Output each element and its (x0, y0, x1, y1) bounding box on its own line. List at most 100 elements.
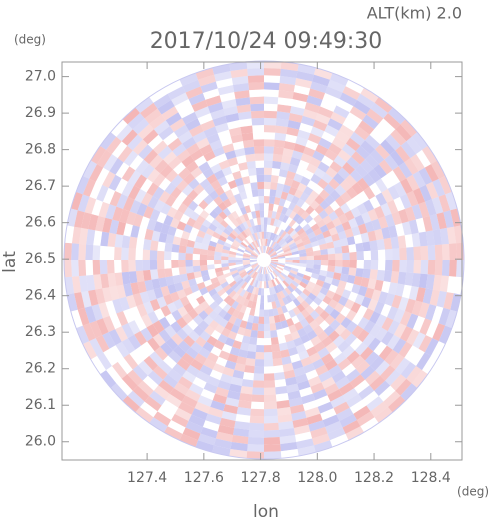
echo-cell (132, 365, 148, 381)
echo-cell (254, 265, 260, 272)
echo-cell (208, 223, 218, 232)
echo-cell (287, 239, 295, 246)
echo-cell (373, 164, 387, 179)
echo-cell (147, 168, 160, 183)
echo-cell (310, 81, 328, 93)
echo-cell (215, 271, 224, 277)
echo-cell (224, 360, 237, 370)
echo-cell (160, 342, 174, 356)
echo-cell (305, 247, 314, 253)
echo-cell (250, 330, 258, 338)
echo-cell (194, 106, 211, 119)
echo-cell (166, 302, 178, 314)
echo-cell (230, 245, 239, 251)
echo-cell (251, 211, 257, 219)
echo-cell (187, 189, 199, 201)
echo-cell (100, 132, 117, 150)
echo-cell (312, 268, 321, 275)
echo-cell (320, 260, 329, 266)
echo-cell (76, 175, 90, 195)
echo-cell (233, 285, 241, 293)
echo-cell (356, 203, 368, 215)
echo-cell (391, 211, 402, 226)
echo-cell (377, 249, 386, 260)
echo-cell (242, 213, 250, 222)
echo-cell (235, 255, 243, 259)
echo-cell (221, 182, 231, 193)
echo-cell (198, 189, 209, 200)
echo-cell (121, 247, 129, 260)
echo-cell (254, 225, 259, 233)
echo-cell (142, 375, 159, 391)
echo-cell (214, 284, 223, 293)
echo-cell (254, 203, 260, 211)
echo-cell (273, 293, 279, 302)
echo-cell (181, 324, 194, 336)
echo-cell (339, 273, 349, 283)
echo-cell (109, 158, 124, 175)
echo-cell (70, 191, 83, 211)
echo-cell (286, 340, 296, 350)
echo-cell (151, 278, 161, 290)
echo-cell (268, 265, 275, 271)
echo-cell (251, 189, 259, 197)
echo-cell (198, 199, 209, 210)
echo-cell (247, 269, 254, 276)
echo-cell (355, 145, 371, 160)
echo-cell (285, 134, 298, 144)
echo-cell (271, 168, 281, 176)
echo-cell (241, 230, 248, 239)
echo-cell (82, 178, 96, 197)
echo-cell (277, 97, 293, 106)
echo-cell (239, 320, 248, 329)
echo-cell (255, 352, 264, 360)
echo-cell (193, 325, 205, 337)
echo-cell (398, 209, 409, 224)
echo-cell (247, 437, 264, 445)
echo-cell (90, 355, 106, 375)
echo-cell (363, 260, 372, 270)
echo-cell (342, 118, 359, 132)
echo-cell (271, 233, 277, 241)
echo-cell (249, 293, 255, 302)
echo-cell (360, 140, 376, 155)
echo-cell (249, 308, 256, 316)
echo-cell (341, 143, 356, 157)
echo-cell (232, 340, 242, 350)
echo-cell (325, 421, 343, 434)
echo-cell (248, 285, 255, 294)
echo-cell (292, 256, 300, 260)
echo-cell (293, 173, 304, 183)
echo-cell (331, 370, 346, 384)
echo-cell (291, 150, 304, 160)
echo-cell (339, 413, 357, 428)
echo-cell (410, 348, 425, 366)
echo-cell (278, 260, 286, 262)
echo-cell (393, 181, 407, 197)
echo-cell (235, 208, 243, 217)
echo-cell (137, 226, 147, 239)
echo-cell (305, 369, 319, 381)
echo-cell (273, 365, 284, 374)
echo-cell (279, 239, 286, 247)
echo-cell (346, 393, 363, 408)
echo-cell (157, 405, 175, 420)
echo-cell (223, 295, 232, 304)
echo-cell (374, 123, 391, 140)
echo-cell (300, 176, 311, 187)
echo-cell (300, 309, 310, 319)
echo-cell (294, 189, 304, 199)
echo-cell (363, 308, 375, 321)
echo-cell (334, 184, 347, 196)
echo-cell (276, 264, 285, 269)
echo-cell (321, 172, 333, 184)
echo-cell (418, 335, 433, 353)
echo-cell (267, 273, 272, 281)
echo-cell (206, 173, 218, 185)
echo-cell (181, 230, 191, 240)
echo-cell (380, 365, 396, 381)
echo-cell (365, 154, 379, 169)
echo-cell (250, 103, 264, 112)
echo-cell (89, 164, 104, 182)
echo-cell (357, 329, 370, 343)
